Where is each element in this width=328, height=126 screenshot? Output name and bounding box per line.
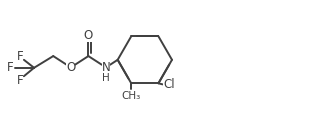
Text: CH₃: CH₃ [122,91,141,101]
Text: O: O [84,29,93,42]
Text: Cl: Cl [163,78,175,91]
Text: F: F [7,61,13,74]
Text: H: H [102,73,110,83]
Text: O: O [66,61,75,74]
Text: F: F [16,74,23,87]
Text: N: N [102,61,110,74]
Text: F: F [16,50,23,63]
